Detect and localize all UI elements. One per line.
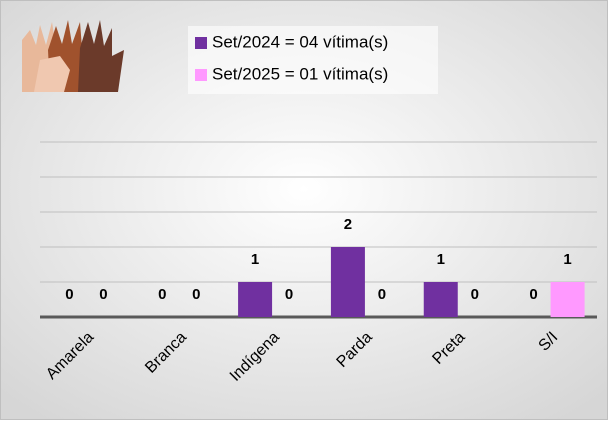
data-label: 0 xyxy=(529,286,537,303)
legend-swatch xyxy=(195,69,207,81)
legend-label: Set/2024 = 04 vítima(s) xyxy=(212,32,388,51)
hands-icon xyxy=(22,20,124,92)
data-label: 0 xyxy=(158,286,166,303)
data-label: 2 xyxy=(344,216,352,233)
data-label: 1 xyxy=(563,251,571,268)
bar xyxy=(423,282,458,317)
data-label: 0 xyxy=(378,286,386,303)
data-label: 0 xyxy=(285,286,293,303)
legend-box xyxy=(188,26,438,94)
bar xyxy=(238,282,273,317)
data-label: 0 xyxy=(99,286,107,303)
legend-swatch xyxy=(195,37,207,49)
bar xyxy=(330,247,365,317)
data-label: 0 xyxy=(471,286,479,303)
data-label: 1 xyxy=(251,251,259,268)
data-label: 1 xyxy=(437,251,445,268)
bar xyxy=(550,282,585,317)
legend-label: Set/2025 = 01 vítima(s) xyxy=(212,64,388,83)
data-label: 0 xyxy=(65,286,73,303)
data-label: 0 xyxy=(192,286,200,303)
